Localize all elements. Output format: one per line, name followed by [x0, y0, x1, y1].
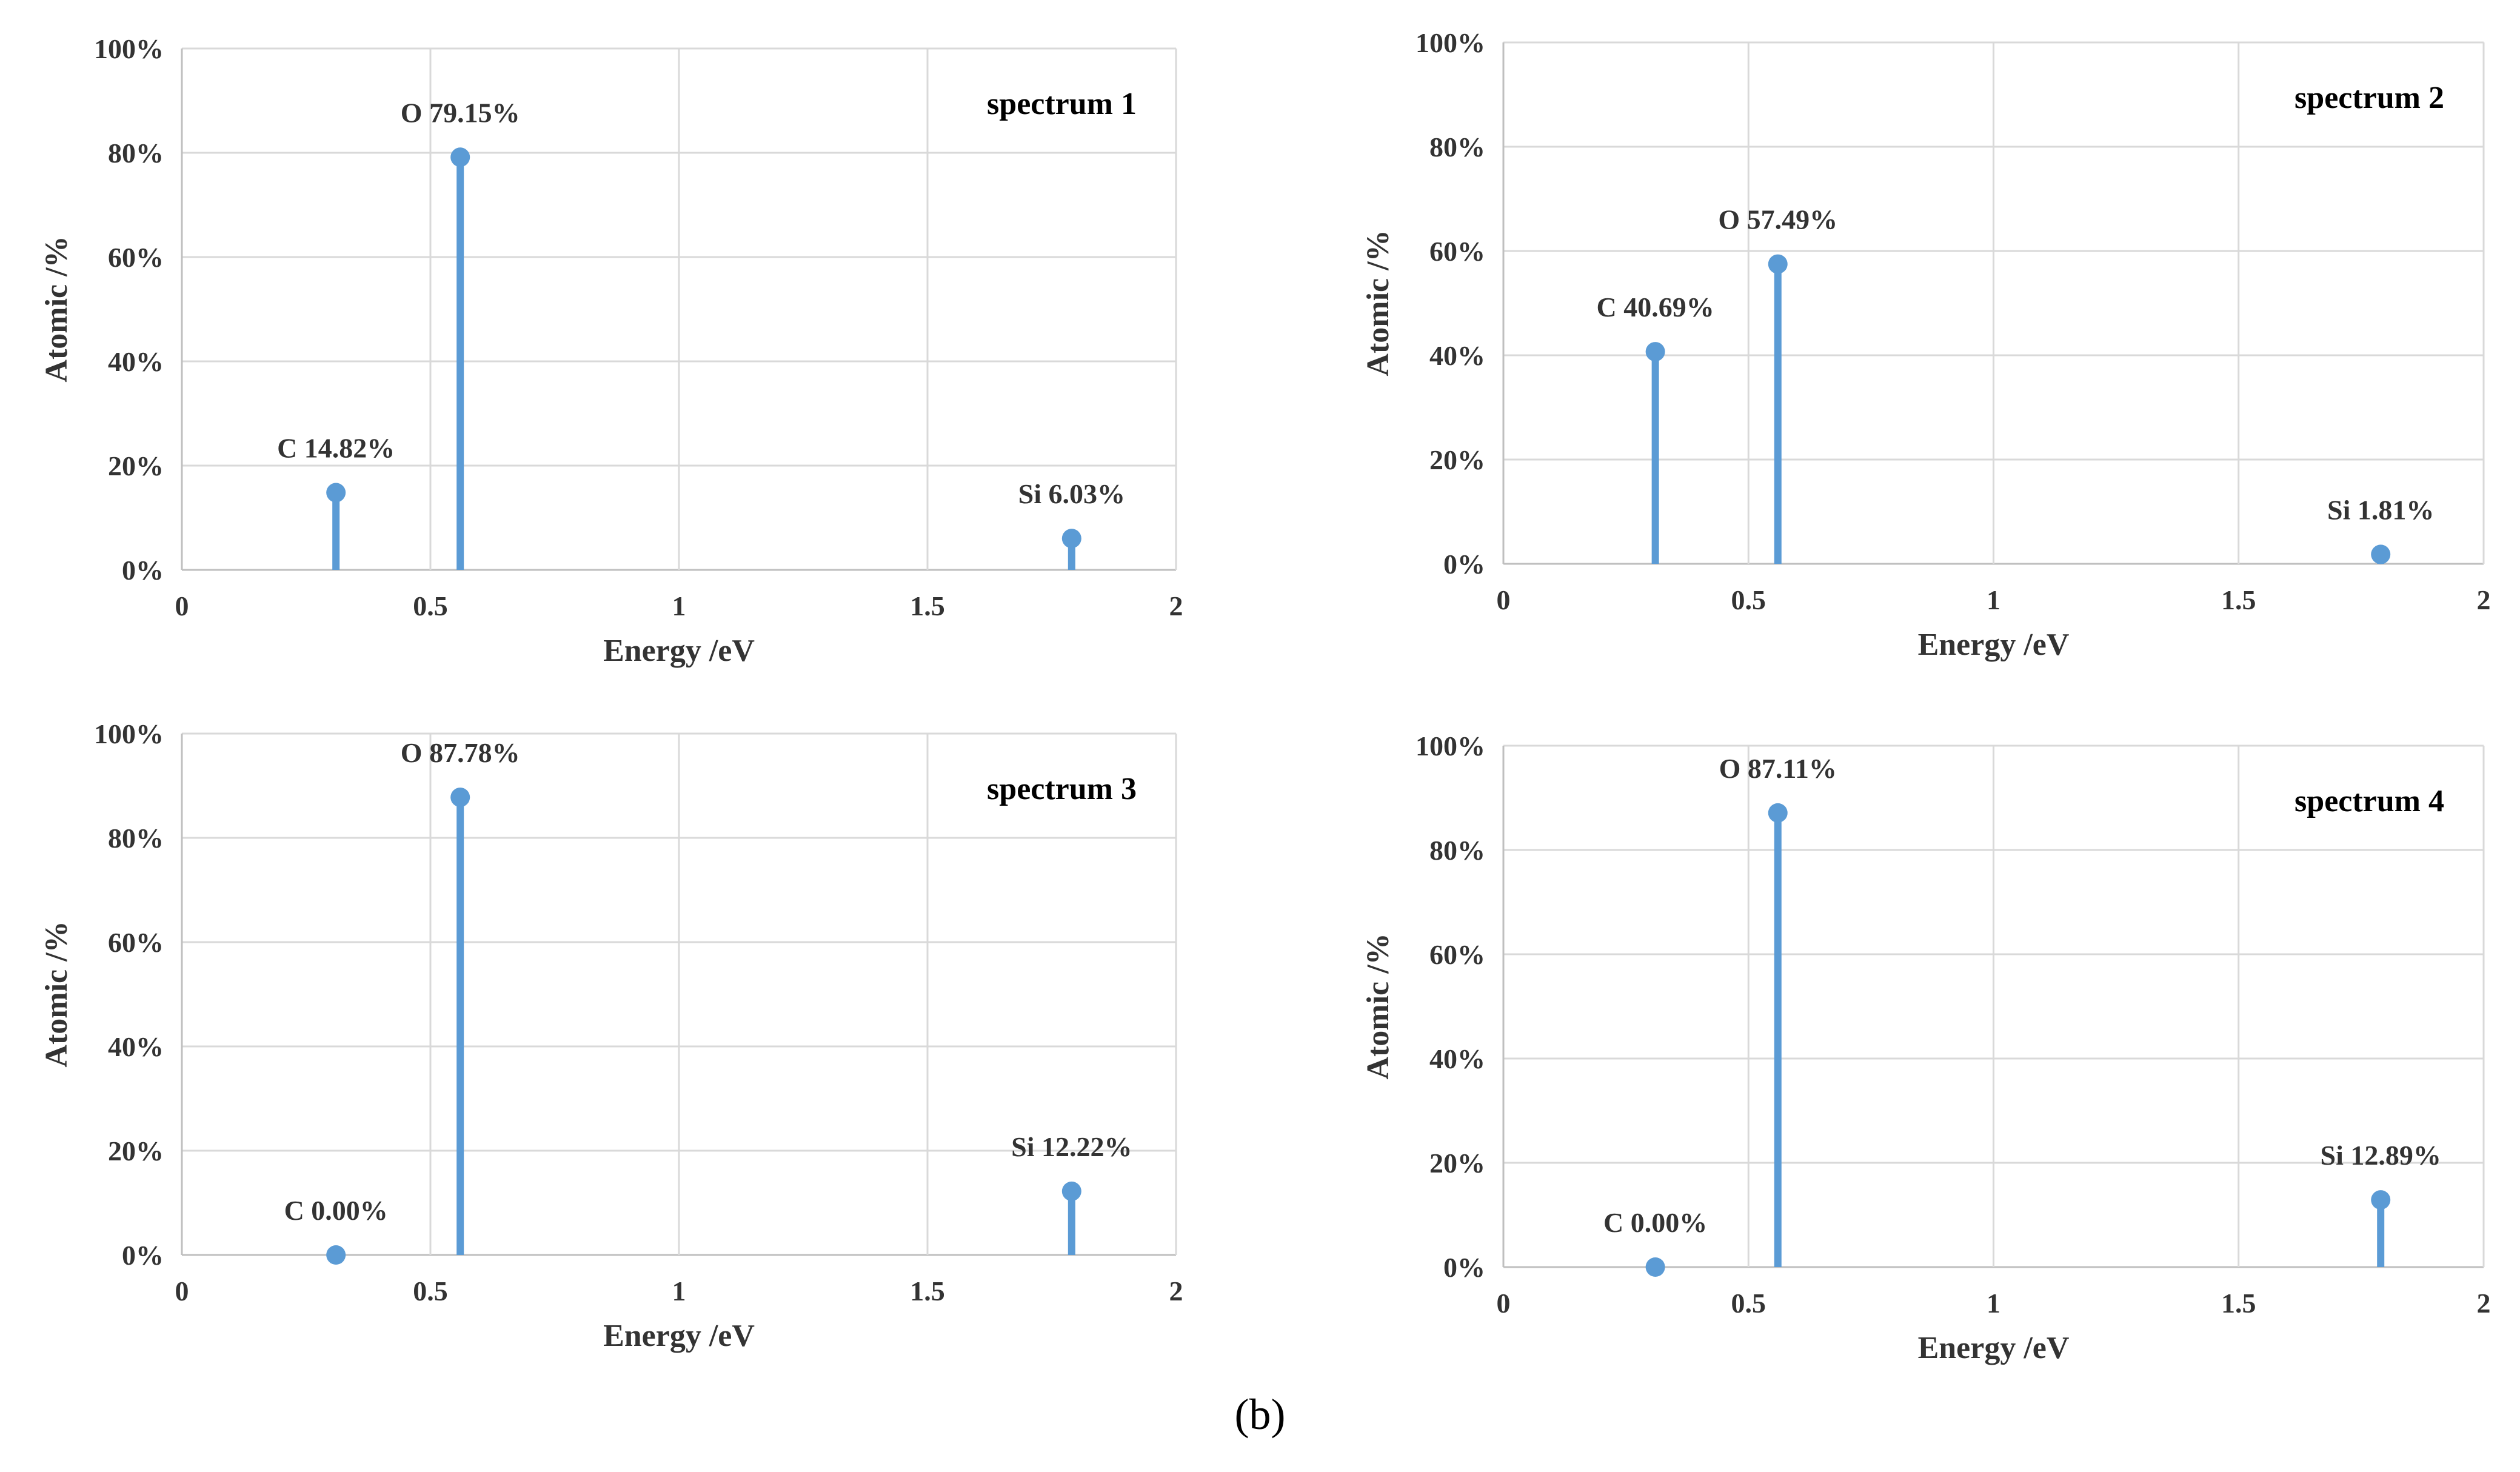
x-axis-title: Energy /eV: [1918, 1331, 2070, 1365]
y-tick-label: 20%: [108, 1136, 164, 1166]
x-tick-label: 2: [2477, 584, 2491, 615]
y-tick-label: 0%: [122, 555, 164, 586]
chart-title: spectrum 2: [2294, 81, 2444, 115]
data-label-si: Si 12.22%: [1011, 1131, 1132, 1162]
chart-title: spectrum 3: [987, 772, 1137, 806]
y-tick-label: 40%: [108, 1031, 164, 1062]
chart-spectrum-2: 0% 20% 40% 60% 80% 100% 0 0.5 1 1.5 2 Energy /eV Ato…: [1361, 27, 2491, 662]
x-tick-label: 0.5: [413, 590, 448, 621]
chart-title: spectrum 1: [987, 87, 1137, 121]
x-tick-label: 1.5: [910, 590, 945, 621]
y-axis-title: Atomic /%: [39, 236, 74, 382]
y-tick-label: 20%: [1429, 1148, 1485, 1179]
y-tick-label: 100%: [1415, 27, 1485, 58]
marker-si: [1061, 1181, 1081, 1201]
chart-spectrum-3: 0% 20% 40% 60% 80% 100% 0 0.5 1 1.5 2 Energy /eV Ato…: [39, 718, 1183, 1353]
y-axis-title: Atomic /%: [1361, 230, 1395, 376]
figure-caption: (b): [1234, 1390, 1286, 1439]
marker-si: [2371, 1190, 2391, 1210]
data-label-c: C 40.69%: [1597, 292, 1714, 323]
data-label-c: C 14.82%: [277, 433, 395, 464]
y-tick-label: 0%: [122, 1240, 164, 1271]
chart-title: spectrum 4: [2294, 784, 2444, 818]
y-tick-label: 40%: [1429, 1043, 1485, 1074]
marker-o: [1768, 254, 1788, 274]
marker-c: [1645, 1257, 1665, 1277]
data-label-si: Si 12.89%: [2321, 1140, 2441, 1171]
x-tick-label: 1: [672, 590, 686, 621]
x-tick-label: 1: [1987, 584, 2000, 615]
x-axis-title: Energy /eV: [603, 1319, 755, 1353]
x-tick-label: 0: [175, 590, 189, 621]
marker-o: [450, 788, 470, 808]
x-tick-label: 1.5: [2221, 1288, 2256, 1319]
marker-c: [1645, 342, 1665, 362]
y-tick-label: 60%: [1429, 939, 1485, 970]
y-tick-label: 40%: [1429, 340, 1485, 371]
x-tick-label: 1: [672, 1276, 686, 1306]
x-tick-label: 0.5: [1731, 584, 1766, 615]
x-tick-label: 0: [1497, 1288, 1511, 1319]
marker-si: [1061, 529, 1081, 549]
x-tick-label: 0.5: [1731, 1288, 1766, 1319]
data-label-o: O 79.15%: [401, 97, 520, 128]
marker-si: [2371, 544, 2391, 564]
y-tick-label: 40%: [108, 346, 164, 377]
y-tick-label: 0%: [1443, 1252, 1485, 1283]
y-tick-label: 80%: [108, 823, 164, 854]
y-tick-label: 100%: [94, 33, 164, 64]
y-tick-label: 80%: [1429, 835, 1485, 866]
y-tick-label: 80%: [108, 138, 164, 169]
x-tick-label: 1: [1987, 1288, 2000, 1319]
data-label-o: O 57.49%: [1718, 204, 1837, 235]
marker-o: [450, 147, 470, 167]
y-tick-label: 100%: [1415, 731, 1485, 761]
marker-o: [1768, 803, 1788, 823]
y-tick-label: 20%: [1429, 444, 1485, 475]
y-tick-label: 20%: [108, 450, 164, 481]
y-tick-label: 0%: [1443, 549, 1485, 580]
marker-c: [326, 483, 346, 503]
x-tick-label: 0.5: [413, 1276, 448, 1306]
y-tick-label: 60%: [1429, 236, 1485, 267]
y-tick-label: 100%: [94, 718, 164, 749]
data-label-c: C 0.00%: [284, 1195, 388, 1226]
y-axis-title: Atomic /%: [1361, 933, 1395, 1079]
x-tick-label: 0: [1497, 584, 1511, 615]
x-tick-label: 2: [1169, 1276, 1183, 1306]
data-label-o: O 87.78%: [401, 737, 520, 768]
x-tick-label: 1.5: [910, 1276, 945, 1306]
data-label-o: O 87.11%: [1719, 753, 1837, 784]
chart-spectrum-4: 0% 20% 40% 60% 80% 100% 0 0.5 1 1.5 2 Energy /eV Ato…: [1361, 731, 2491, 1365]
marker-c: [326, 1245, 346, 1265]
x-tick-label: 2: [2477, 1288, 2491, 1319]
x-tick-label: 1.5: [2221, 584, 2256, 615]
y-axis-title: Atomic /%: [39, 921, 74, 1067]
y-tick-label: 60%: [108, 927, 164, 958]
chart-spectrum-1: 0% 20% 40% 60% 80% 100% 0 0.5 1 1.5 2 Energy /eV Ato…: [39, 33, 1183, 668]
data-label-c: C 0.00%: [1603, 1207, 1707, 1238]
y-tick-label: 60%: [108, 242, 164, 273]
x-tick-label: 2: [1169, 590, 1183, 621]
x-axis-title: Energy /eV: [603, 634, 755, 668]
data-label-si: Si 1.81%: [2327, 494, 2434, 525]
x-axis-title: Energy /eV: [1918, 627, 2070, 662]
data-label-si: Si 6.03%: [1018, 478, 1125, 509]
y-tick-label: 80%: [1429, 132, 1485, 162]
x-tick-label: 0: [175, 1276, 189, 1306]
